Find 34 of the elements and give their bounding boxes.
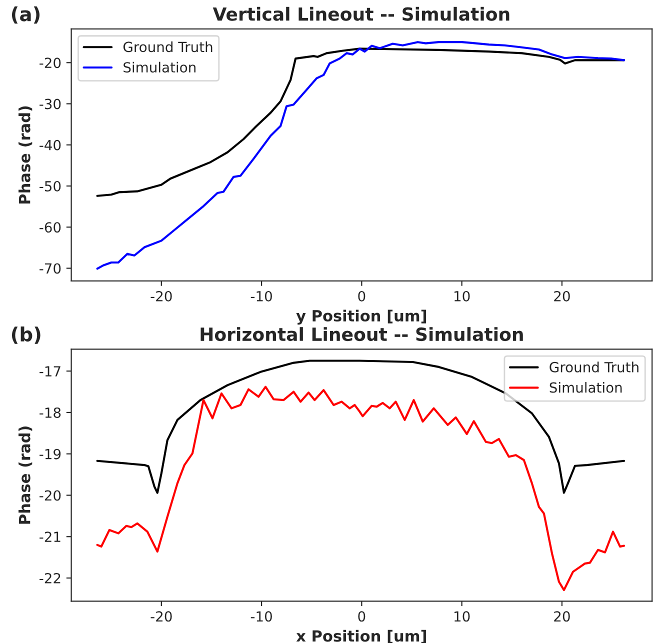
y-tick-label: -20 — [40, 490, 61, 501]
text: (a) — [12, 6, 40, 24]
y-tick-label: -50 — [40, 180, 61, 192]
y-tick-label: -30 — [40, 98, 61, 110]
y-tick-label: -18 — [40, 407, 61, 418]
x-tick-label: 20 — [554, 611, 570, 622]
x-tick-label: 0 — [358, 290, 366, 302]
line-series — [96, 41, 626, 270]
legend-label: Simulation — [550, 382, 622, 393]
chart-title: Vertical Lineout -- Simulation — [212, 6, 510, 21]
y-tick-label: -22 — [40, 572, 60, 584]
y-tick-label: -60 — [40, 222, 61, 233]
x-tick-label: -20 — [150, 611, 172, 622]
text: (b) — [12, 326, 40, 344]
y-axis-title: Phase (rad) — [18, 426, 32, 524]
legend-label: Ground Truth — [123, 41, 212, 52]
x-axis-title: y Position [um] — [296, 310, 426, 325]
x-tick-label: 0 — [358, 611, 366, 622]
y-axis-title: Phase (rad) — [18, 106, 32, 204]
legend-label: Simulation — [124, 62, 196, 73]
x-tick-label: -20 — [150, 290, 172, 302]
y-tick-label: -20 — [40, 58, 61, 68]
x-tick-label: -10 — [250, 290, 272, 302]
y-tick-label: -70 — [40, 263, 61, 274]
y-tick-label: -21 — [40, 532, 60, 542]
x-tick-label: 20 — [554, 290, 570, 302]
x-tick-label: 10 — [454, 290, 470, 302]
y-tick-label: -40 — [40, 140, 61, 150]
x-tick-label: 10 — [454, 611, 470, 622]
x-tick-label: -10 — [250, 611, 272, 622]
chart-title: Horizontal Lineout -- Simulation — [200, 327, 523, 342]
legend-label: Ground Truth — [550, 362, 638, 372]
y-tick-label: -17 — [40, 366, 60, 376]
y-tick-label: -19 — [40, 448, 61, 460]
